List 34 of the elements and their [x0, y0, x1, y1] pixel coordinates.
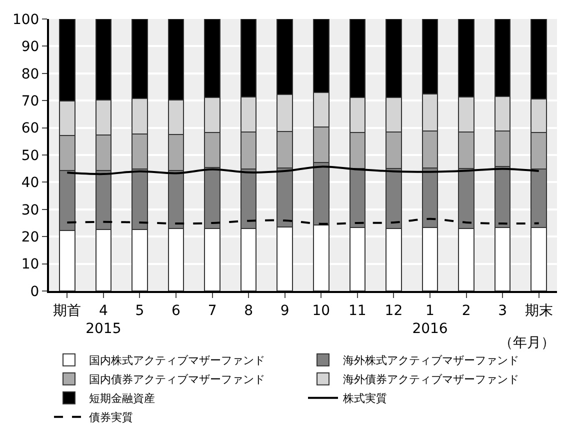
- x-tick-label: 12: [384, 302, 403, 319]
- x-tick-label: 11: [348, 302, 366, 319]
- y-tick-label: 20: [21, 230, 40, 246]
- legend-label: 国内債券アクティブマザーファンド: [89, 373, 265, 386]
- x-tick-label: 7: [208, 302, 217, 319]
- y-tick-label: 50: [21, 148, 40, 164]
- y-tick-label: 40: [21, 175, 40, 192]
- y-tick-label: 30: [21, 202, 40, 218]
- x-tick-label: 1 2016: [412, 302, 448, 337]
- legend-label: 国内株式アクティブマザーファンド: [89, 354, 265, 368]
- y-tick-label: 100: [12, 12, 40, 28]
- line-series: [66, 166, 540, 176]
- y-tick-label: 80: [21, 66, 40, 82]
- y-tick-label: 60: [21, 120, 40, 137]
- legend-label: 短期金融資産: [89, 392, 155, 406]
- legend-label: 海外株式アクティブマザーファンド: [343, 354, 519, 368]
- x-tick-label: 3: [498, 302, 508, 319]
- x-tick-label: 4 2015: [86, 302, 122, 337]
- x-tick-label: 10: [312, 302, 330, 319]
- x-tick-label: 9: [280, 302, 290, 319]
- legend-label: 海外債券アクティブマザーファンド: [343, 373, 519, 386]
- x-tick-label: 期末: [524, 302, 553, 319]
- legend-label: 株式実質: [342, 392, 387, 406]
- y-tick-label: 0: [30, 284, 40, 300]
- x-tick-label: 8: [244, 302, 254, 319]
- x-tick-label: 6: [172, 302, 181, 319]
- y-tick-label: 90: [21, 39, 40, 56]
- x-tick-label: 5: [135, 302, 144, 319]
- legend-label: 債券実質: [89, 411, 133, 424]
- x-tick-label: 期首: [53, 302, 82, 319]
- x-axis-title: （年月）: [499, 335, 555, 351]
- x-tick-label: 2: [462, 302, 471, 319]
- y-tick-label: 70: [21, 94, 40, 110]
- y-tick-label: 10: [21, 256, 40, 273]
